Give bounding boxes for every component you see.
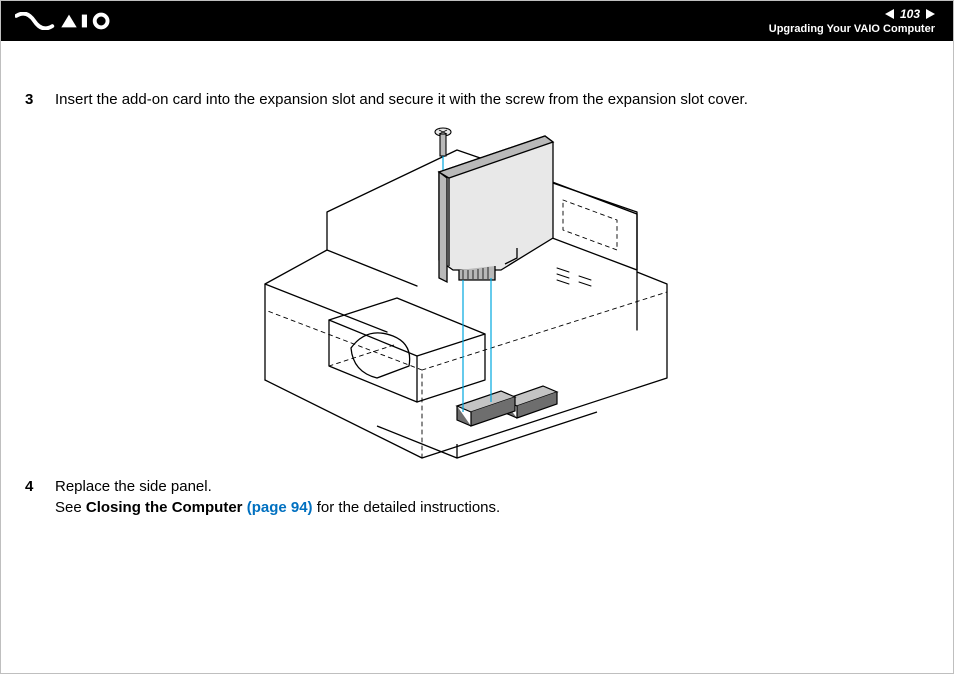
step4-line1: Replace the side panel. — [55, 478, 212, 495]
installation-diagram — [257, 120, 697, 460]
step-text: Insert the add-on card into the expansio… — [55, 89, 748, 110]
step4-bold: Closing the Computer — [86, 499, 247, 516]
step-text: Replace the side panel. See Closing the … — [55, 476, 500, 518]
step4-prefix: See — [55, 499, 86, 516]
page-ref-link[interactable]: (page 94) — [247, 499, 313, 516]
vaio-logo — [15, 12, 118, 30]
header-bar: 103 Upgrading Your VAIO Computer — [1, 1, 953, 41]
prev-page-icon[interactable] — [885, 9, 894, 19]
step-4: 4 Replace the side panel. See Closing th… — [25, 476, 929, 518]
page-content: 3 Insert the add-on card into the expans… — [1, 41, 953, 673]
step-number: 4 — [25, 476, 37, 518]
page-number: 103 — [900, 7, 920, 21]
section-title: Upgrading Your VAIO Computer — [769, 23, 935, 35]
step-3: 3 Insert the add-on card into the expans… — [25, 89, 929, 110]
header-right: 103 Upgrading Your VAIO Computer — [769, 7, 935, 35]
step-number: 3 — [25, 89, 37, 110]
manual-page: 103 Upgrading Your VAIO Computer 3 Inser… — [0, 0, 954, 674]
figure-wrap — [25, 120, 929, 460]
page-nav: 103 — [885, 7, 935, 21]
step4-suffix: for the detailed instructions. — [313, 499, 501, 516]
next-page-icon[interactable] — [926, 9, 935, 19]
